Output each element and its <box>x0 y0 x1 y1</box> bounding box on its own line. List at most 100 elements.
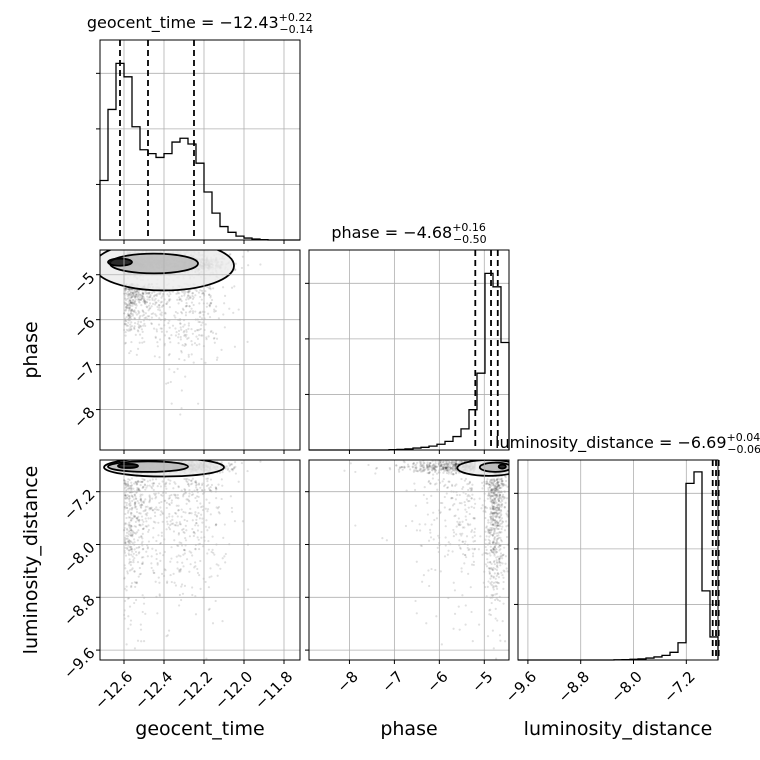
panel-luminosity_distance-vs-geocent_time-point-358 <box>206 529 209 532</box>
panel-phase-vs-geocent_time-point-42 <box>128 307 131 310</box>
panel-luminosity_distance-vs-geocent_time-point-989 <box>146 512 149 515</box>
panel-phase-vs-geocent_time-point-1831 <box>207 287 211 290</box>
panel-luminosity_distance-vs-geocent_time-point-863 <box>124 496 127 500</box>
panel-phase-vs-geocent_time-point-1171 <box>124 298 127 301</box>
panel-phase-vs-geocent_time-point-2414 <box>198 343 201 346</box>
panel-luminosity_distance-vs-geocent_time-point-2289 <box>198 574 201 577</box>
panel-luminosity_distance-vs-geocent_time-point-660 <box>143 483 146 486</box>
panel-luminosity_distance-vs-geocent_time-point-853 <box>148 498 152 502</box>
panel-phase-vs-geocent_time-point-414 <box>155 314 158 317</box>
panel-luminosity_distance-vs-geocent_time-point-1337 <box>135 517 138 520</box>
panel-phase-vs-geocent_time-point-2572 <box>138 311 141 314</box>
panel-luminosity_distance-vs-geocent_time-point-1651 <box>208 501 211 504</box>
panel-luminosity_distance-vs-geocent_time-point-975 <box>125 534 128 537</box>
panel-phase-vs-geocent_time-point-54 <box>148 302 152 305</box>
panel-phase-vs-geocent_time-point-1931 <box>124 322 127 325</box>
panel-luminosity_distance-vs-geocent_time-point-2382 <box>231 469 234 472</box>
panel-luminosity_distance-vs-geocent_time-point-397 <box>159 552 162 555</box>
panel-luminosity_distance-vs-geocent_time-point-683 <box>221 484 224 487</box>
panel-luminosity_distance-vs-geocent_time-point-1547 <box>136 483 139 486</box>
panel-phase-vs-geocent_time-point-2266 <box>166 301 169 304</box>
panel-luminosity_distance-vs-geocent_time-point-2223 <box>206 510 209 513</box>
panel-luminosity_distance-vs-geocent_time-point-2145 <box>216 507 220 510</box>
panel-phase-vs-geocent_time-point-130 <box>185 328 188 332</box>
panel-phase-vs-geocent_time-point-474 <box>198 312 201 315</box>
panel-luminosity_distance-vs-geocent_time-point-2092 <box>133 570 136 573</box>
panel-luminosity_distance-vs-geocent_time-point-2060 <box>183 487 186 491</box>
panel-phase-vs-geocent_time-point-1300 <box>165 382 168 385</box>
panel-phase-vs-geocent_time-point-2322 <box>160 305 164 308</box>
panel-phase-vs-geocent_time-point-1305 <box>129 313 132 316</box>
panel-luminosity_distance-vs-geocent_time-point-1904 <box>179 568 182 572</box>
panel-phase-vs-geocent_time-point-1153 <box>157 304 161 307</box>
panel-luminosity_distance-vs-geocent_time-point-621 <box>138 488 141 492</box>
panel-phase-vs-geocent_time-point-1604 <box>169 341 172 344</box>
panel-phase-vs-geocent_time-point-1445 <box>205 336 208 339</box>
panel-phase-vs-geocent_time-point-1090 <box>133 296 136 299</box>
panel-luminosity_distance-vs-geocent_time-point-1059 <box>131 495 134 499</box>
panel-luminosity_distance-vs-geocent_time-point-2137 <box>182 510 185 514</box>
panel-luminosity_distance-vs-geocent_time-point-1410 <box>208 526 211 529</box>
panel-luminosity_distance-vs-geocent_time-point-914 <box>215 496 218 500</box>
panel-luminosity_distance-vs-geocent_time-point-2279 <box>185 529 188 532</box>
panel-phase-vs-geocent_time-point-2240 <box>136 329 139 332</box>
panel-luminosity_distance-vs-geocent_time-point-1554 <box>130 484 133 487</box>
panel-phase-vs-geocent_time-point-1775 <box>131 295 134 298</box>
panel-luminosity_distance-vs-geocent_time-point-123 <box>123 599 127 603</box>
panel-luminosity_distance-vs-geocent_time-point-2177 <box>197 538 200 541</box>
panel-phase-vs-geocent_time-point-1847 <box>129 301 133 304</box>
panel-luminosity_distance-vs-geocent_time-point-1905 <box>183 477 186 481</box>
panel-luminosity_distance-vs-geocent_time-point-1159 <box>214 599 217 603</box>
panel-luminosity_distance-vs-geocent_time-point-509 <box>195 514 198 517</box>
panel-luminosity_distance-vs-geocent_time-point-2247 <box>154 494 157 497</box>
panel-phase-vs-geocent_time-point-404 <box>160 311 163 314</box>
panel-phase-vs-geocent_time-point-2311 <box>179 338 182 341</box>
panel-phase-vs-geocent_time-point-2527 <box>185 333 188 336</box>
panel-luminosity_distance-vs-geocent_time-point-1599 <box>126 487 129 491</box>
panel-luminosity_distance-vs-geocent_time-point-2330 <box>196 488 199 491</box>
panel-luminosity_distance-vs-geocent_time-point-13 <box>139 480 142 483</box>
panel-luminosity_distance-vs-geocent_time-point-1461 <box>174 493 177 496</box>
panel-phase-vs-geocent_time-point-2231 <box>168 290 171 294</box>
panel-luminosity_distance-vs-geocent_time-point-747 <box>160 500 163 504</box>
panel-phase-vs-geocent_time-point-1906 <box>130 295 133 299</box>
panel-luminosity_distance-vs-geocent_time-point-1514 <box>146 480 149 483</box>
panel-luminosity_distance-vs-geocent_time-point-832 <box>138 551 141 554</box>
panel-phase-vs-geocent_time-point-18 <box>246 340 249 343</box>
panel-phase-vs-geocent_time-point-778 <box>141 297 144 300</box>
panel-luminosity_distance-vs-geocent_time-point-1786 <box>226 468 229 471</box>
panel-luminosity_distance-vs-geocent_time-point-883 <box>204 525 208 528</box>
panel-luminosity_distance-vs-geocent_time-point-1695 <box>192 531 195 534</box>
panel-luminosity_distance-vs-geocent_time-point-2355 <box>199 587 202 590</box>
panel-phase-vs-geocent_time-point-166 <box>183 359 186 362</box>
panel-luminosity_distance-vs-geocent_time-point-1961 <box>154 497 157 500</box>
panel-luminosity_distance-vs-geocent_time-point-263 <box>123 542 127 545</box>
panel-luminosity_distance-vs-geocent_time-point-219 <box>133 538 136 541</box>
panel-luminosity_distance-vs-geocent_time-point-45 <box>129 504 132 507</box>
panel-luminosity_distance-vs-geocent_time-point-1242 <box>187 484 191 488</box>
panel-phase-vs-geocent_time-point-1941 <box>129 309 133 312</box>
panel-phase-vs-geocent_time-point-1940 <box>128 293 131 296</box>
panel-luminosity_distance-vs-geocent_time-point-1157 <box>125 516 128 520</box>
panel-phase-vs-geocent_time-point-1664 <box>148 298 151 301</box>
panel-luminosity_distance-vs-geocent_time-point-998 <box>141 540 144 543</box>
panel-luminosity_distance-vs-geocent_time-point-743 <box>142 510 145 513</box>
panel-phase-vs-geocent_time-point-2438 <box>129 308 132 311</box>
panel-luminosity_distance-vs-geocent_time-point-664 <box>196 571 200 575</box>
panel-luminosity_distance-vs-geocent_time-point-2123 <box>181 528 184 531</box>
panel-phase-vs-geocent_time-point-975 <box>125 319 128 322</box>
panel-phase-vs-geocent_time-point-150 <box>195 343 198 347</box>
panel-phase-vs-geocent_time-point-1945 <box>138 316 141 319</box>
panel-luminosity_distance-vs-geocent_time-point-1644 <box>125 537 128 541</box>
panel-luminosity_distance-vs-geocent_time-point-1645 <box>150 487 154 490</box>
panel-phase-vs-geocent_time-point-186 <box>240 266 244 270</box>
panel-luminosity_distance-vs-geocent_time-point-1726 <box>189 483 193 486</box>
panel-phase-vs-geocent_time-density-level-1 <box>110 253 198 274</box>
panel-luminosity_distance-vs-geocent_time-point-227 <box>182 495 185 498</box>
panel-luminosity_distance-vs-geocent_time-point-2304 <box>137 520 141 523</box>
panel-luminosity_distance-vs-geocent_time-point-1650 <box>169 573 172 577</box>
panel-phase-vs-geocent_time-point-433 <box>187 290 190 293</box>
panel-phase-vs-geocent_time-point-2340 <box>201 310 204 313</box>
panel-phase-vs-geocent_time-point-1718 <box>211 331 215 334</box>
panel-phase-vs-geocent_time-point-2049 <box>123 287 127 290</box>
